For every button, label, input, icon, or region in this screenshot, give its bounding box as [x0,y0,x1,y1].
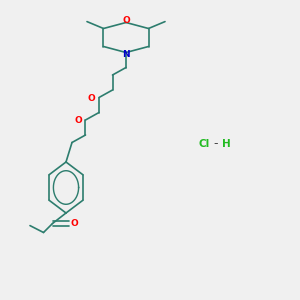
Text: Cl: Cl [198,139,210,149]
Text: O: O [88,94,95,103]
Text: O: O [122,16,130,25]
Text: N: N [122,50,130,58]
Text: H: H [222,139,231,149]
Text: O: O [70,219,78,228]
Text: -: - [214,137,218,151]
Text: O: O [74,116,82,125]
